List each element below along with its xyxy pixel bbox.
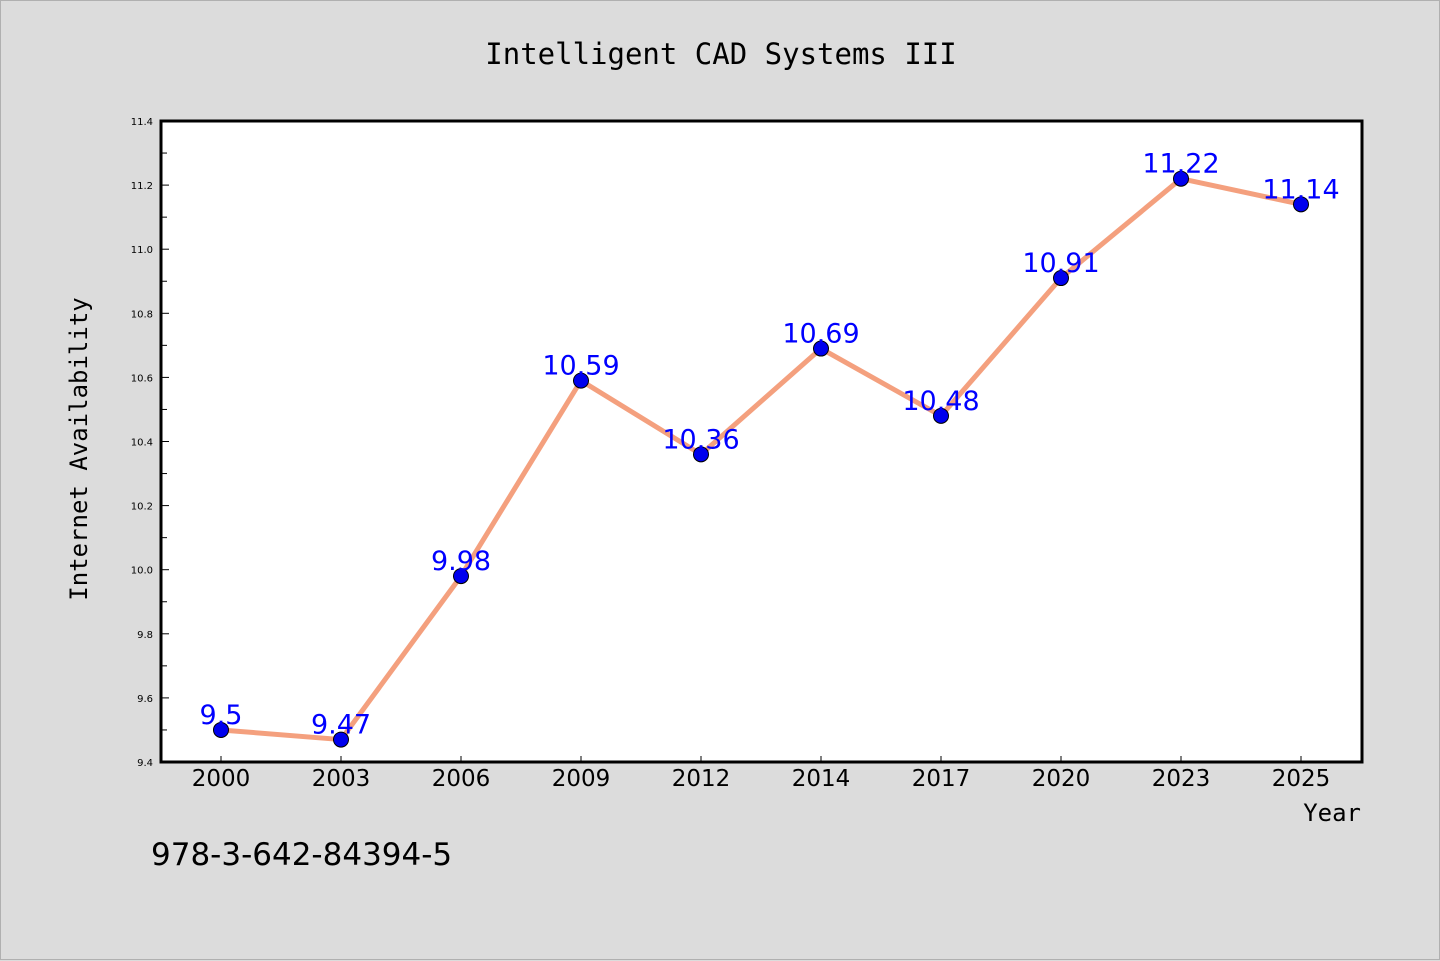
y-tick-label: 10.4: [131, 438, 153, 449]
x-axis-label: Year: [1303, 799, 1361, 827]
data-label: 11.14: [1262, 174, 1339, 205]
y-tick-label: 10.2: [131, 502, 153, 513]
x-tick-label: 2017: [912, 766, 971, 792]
data-point: [933, 407, 949, 424]
y-tick-label: 11.2: [131, 181, 153, 192]
data-point: [1053, 270, 1069, 287]
x-tick-label: 2012: [672, 766, 731, 792]
plot-frame: [159, 119, 1364, 764]
y-tick-label: 11.4: [131, 117, 153, 128]
y-tick-label: 9.8: [137, 630, 153, 641]
data-point: [1293, 196, 1309, 213]
x-axis: 2000 2003 2006 2009 2012 2014 2017 2020 2023 2025: [192, 756, 1331, 792]
y-axis-label: Internet Availability: [65, 297, 93, 600]
y-tick-label: 11.0: [131, 245, 153, 256]
data-label: 10.48: [902, 386, 979, 417]
x-tick-label: 2025: [1272, 766, 1331, 792]
plot-area: [161, 121, 1362, 762]
x-tick-label: 2006: [432, 766, 491, 792]
data-point: [693, 446, 709, 463]
data-point: [213, 721, 229, 738]
y-tick-label: 10.6: [131, 373, 153, 384]
x-tick-label: 2023: [1152, 766, 1211, 792]
data-point: [453, 568, 469, 585]
y-tick-label: 9.4: [137, 758, 153, 769]
data-label: 10.69: [782, 319, 859, 350]
data-point: [1173, 170, 1189, 187]
x-tick-label: 2009: [552, 766, 611, 792]
series-line: [220, 176, 1302, 743]
data-point: [333, 731, 349, 748]
data-point: [573, 372, 589, 389]
x-tick-label: 2014: [792, 766, 851, 792]
data-point: [813, 340, 829, 357]
data-label: 10.59: [542, 351, 619, 382]
chart-title: Intelligent CAD Systems III: [485, 37, 956, 71]
data-label: 9.5: [200, 700, 243, 731]
y-tick-label: 9.6: [137, 694, 153, 705]
data-label: 10.36: [662, 424, 739, 455]
data-label: 9.98: [431, 546, 491, 577]
data-label: 9.47: [311, 710, 371, 741]
x-tick-label: 2003: [312, 766, 371, 792]
footer-isbn: 978-3-642-84394-5: [151, 837, 452, 873]
data-label: 11.22: [1142, 149, 1219, 180]
y-tick-label: 10.0: [131, 566, 153, 577]
data-label: 10.91: [1022, 248, 1099, 279]
x-tick-label: 2000: [192, 766, 251, 792]
y-axis: 9.4 9.6 9.8 10.0 10.2 10.4 10.6 10.8 11.0 11.2 11.…: [131, 117, 169, 769]
y-tick-label: 10.8: [131, 309, 153, 320]
series-layer: 9.5 9.47 9.98 10.59 10.36 10.69 10.48 10.91 11.2…: [200, 149, 1340, 748]
x-tick-label: 2020: [1032, 766, 1091, 792]
